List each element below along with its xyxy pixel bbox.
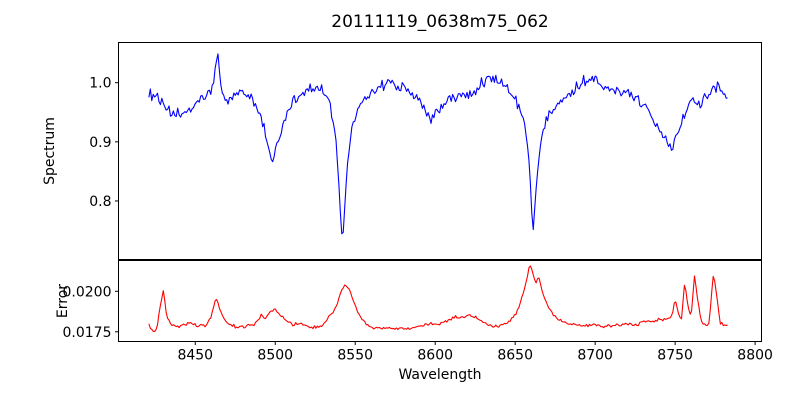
y-tick-label: 1.0 bbox=[89, 76, 111, 92]
error-panel: 0.0200 0.0175 bbox=[63, 260, 762, 342]
x-tick-label: 8500 bbox=[257, 348, 293, 364]
x-axis-label: Wavelength bbox=[398, 367, 481, 383]
plot-layer: 1.0 0.9 0.8 0.0200 0.0175 8450 8500 8550 8600 865… bbox=[63, 42, 773, 364]
x-tick-label: 8700 bbox=[577, 348, 613, 364]
y-axis-label-error: Error bbox=[55, 284, 71, 318]
spectrum-panel: 1.0 0.9 0.8 bbox=[89, 42, 762, 260]
x-tick-label: 8750 bbox=[657, 348, 693, 364]
y-tick-label: 0.0175 bbox=[63, 325, 112, 341]
error-line bbox=[148, 265, 728, 333]
y-axis-label-spectrum: Spectrum bbox=[42, 117, 58, 185]
y-tick-label: 0.0200 bbox=[63, 284, 112, 300]
x-tick-label: 8450 bbox=[177, 348, 213, 364]
spectrum-line bbox=[148, 53, 728, 235]
chart-title: 20111119_0638m75_062 bbox=[331, 12, 548, 32]
y-tick-label: 0.8 bbox=[89, 194, 111, 210]
x-tick-label: 8550 bbox=[337, 348, 373, 364]
x-tick-label: 8650 bbox=[497, 348, 533, 364]
y-tick-label: 0.9 bbox=[89, 135, 111, 151]
x-axis-ticks: 8450 8500 8550 8600 8650 8700 8750 8800 bbox=[177, 341, 773, 364]
x-tick-label: 8600 bbox=[417, 348, 453, 364]
x-tick-label: 8800 bbox=[737, 348, 773, 364]
error-plot-border bbox=[118, 260, 762, 342]
spectrum-plot-border bbox=[118, 42, 762, 260]
